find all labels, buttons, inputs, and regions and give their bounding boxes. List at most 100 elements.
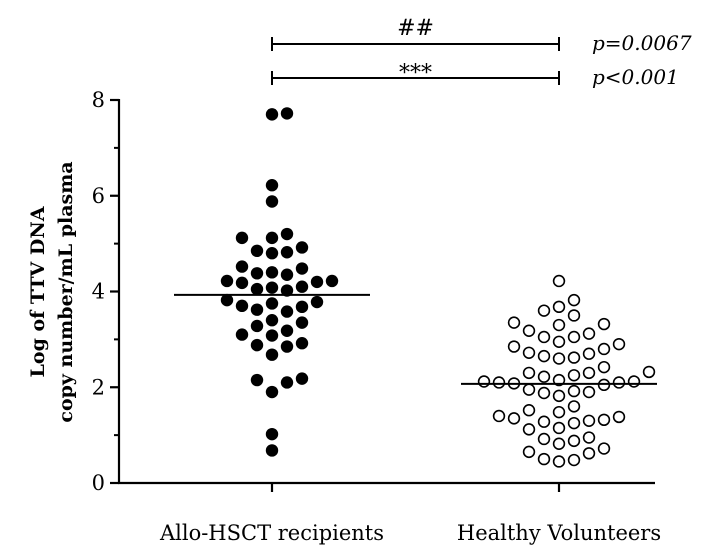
data-point-healthy <box>477 375 491 388</box>
data-point-healthy <box>567 434 581 448</box>
data-point-healthy <box>567 293 581 307</box>
data-point-healthy <box>507 316 521 329</box>
data-point-healthy <box>597 342 611 356</box>
y-tick-label: 0 <box>92 471 105 495</box>
data-point-healthy <box>522 423 536 436</box>
data-point-allo-hsct <box>250 267 264 280</box>
data-point-healthy <box>537 370 551 383</box>
data-point-allo-hsct <box>265 266 279 279</box>
data-point-allo-hsct <box>250 373 264 387</box>
data-point-healthy <box>582 414 596 427</box>
significance-brackets: ## p=0.0067 *** p<0.001 <box>271 16 692 89</box>
y-axis-title: Log of TTV DNA copy number/mL plasma <box>27 161 77 422</box>
data-point-healthy <box>582 347 596 360</box>
data-point-allo-hsct <box>280 284 294 297</box>
data-point-healthy <box>597 360 611 374</box>
data-point-healthy <box>552 300 566 314</box>
data-point-allo-hsct <box>265 329 279 342</box>
data-point-healthy <box>567 351 581 364</box>
x-category-label: Allo-HSCT recipients <box>159 521 384 545</box>
data-point-allo-hsct <box>295 337 309 350</box>
p-value-label: p=0.0067 <box>592 31 692 55</box>
data-point-allo-hsct <box>235 260 249 273</box>
data-point-allo-hsct <box>250 319 264 333</box>
p-value-label: p<0.001 <box>592 65 679 89</box>
data-point-healthy <box>537 330 551 344</box>
data-point-allo-hsct <box>280 268 294 281</box>
data-point-healthy <box>552 318 566 332</box>
data-point-healthy <box>552 335 566 348</box>
data-point-healthy <box>612 410 626 424</box>
data-point-healthy <box>567 309 581 322</box>
data-point-allo-hsct <box>220 274 234 288</box>
data-point-healthy <box>582 385 596 399</box>
data-point-healthy <box>597 442 611 455</box>
data-point-healthy <box>552 389 566 403</box>
data-point-allo-hsct <box>280 305 294 318</box>
data-point-healthy <box>522 445 536 459</box>
data-point-allo-hsct <box>265 108 279 121</box>
data-point-allo-hsct <box>295 280 309 293</box>
y-tick-label: 6 <box>92 184 105 208</box>
data-point-allo-hsct <box>280 340 294 353</box>
data-point-allo-hsct <box>280 246 294 259</box>
data-point-allo-hsct <box>220 293 234 307</box>
data-point-allo-hsct <box>295 300 309 314</box>
data-point-healthy <box>522 346 536 359</box>
data-point-healthy <box>612 376 626 389</box>
y-axis: 0 2 4 6 8 <box>92 88 121 495</box>
y-axis-title-line-2: copy number/mL plasma <box>55 161 77 422</box>
data-point-allo-hsct <box>265 281 279 294</box>
data-point-healthy <box>552 455 566 468</box>
data-point-healthy <box>612 337 626 351</box>
data-point-healthy <box>537 432 551 446</box>
data-point-allo-hsct <box>265 247 279 260</box>
significance-label: ## <box>397 16 434 41</box>
data-point-allo-hsct <box>310 275 324 289</box>
data-point-healthy <box>522 324 536 337</box>
data-point-healthy <box>552 352 566 365</box>
data-point-allo-hsct <box>265 179 279 192</box>
data-point-healthy <box>582 327 596 340</box>
data-point-allo-hsct <box>250 282 264 296</box>
data-point-healthy <box>582 431 596 444</box>
data-point-allo-hsct <box>310 295 324 309</box>
median-lines <box>174 293 657 385</box>
data-point-healthy <box>582 366 596 380</box>
data-point-allo-hsct <box>265 231 279 245</box>
data-point-allo-hsct <box>325 274 339 288</box>
data-point-allo-hsct <box>265 444 279 457</box>
data-point-healthy <box>552 373 566 387</box>
data-point-healthy <box>552 437 566 450</box>
data-point-allo-hsct <box>235 231 249 245</box>
data-point-healthy <box>522 366 536 380</box>
data-point-allo-hsct <box>295 241 309 254</box>
data-point-allo-hsct <box>280 107 294 120</box>
data-point-healthy <box>537 304 551 317</box>
data-point-healthy <box>507 412 521 425</box>
data-point-healthy <box>567 330 581 344</box>
data-point-healthy <box>567 369 581 382</box>
y-tick-label: 4 <box>92 280 105 304</box>
data-point-allo-hsct <box>295 262 309 275</box>
data-point-healthy <box>597 413 611 427</box>
data-point-allo-hsct <box>250 244 264 258</box>
x-axis: Allo-HSCT recipients Healthy Volunteers <box>118 481 661 545</box>
data-point-allo-hsct <box>265 314 279 327</box>
data-point-allo-hsct <box>295 316 309 329</box>
data-point-allo-hsct <box>265 348 279 361</box>
data-point-healthy <box>552 274 566 288</box>
data-point-allo-hsct <box>250 303 264 316</box>
data-point-healthy <box>567 384 581 398</box>
data-point-allo-hsct <box>265 385 279 399</box>
data-point-allo-hsct <box>235 299 249 313</box>
y-axis-title-line-1: Log of TTV DNA <box>27 206 49 377</box>
data-point-allo-hsct <box>265 195 279 208</box>
data-point-healthy <box>537 386 551 400</box>
data-point-allo-hsct <box>265 427 279 441</box>
data-point-allo-hsct <box>280 227 294 241</box>
data-point-healthy <box>567 453 581 467</box>
data-point-allo-hsct <box>280 376 294 389</box>
data-point-allo-hsct <box>235 276 249 290</box>
